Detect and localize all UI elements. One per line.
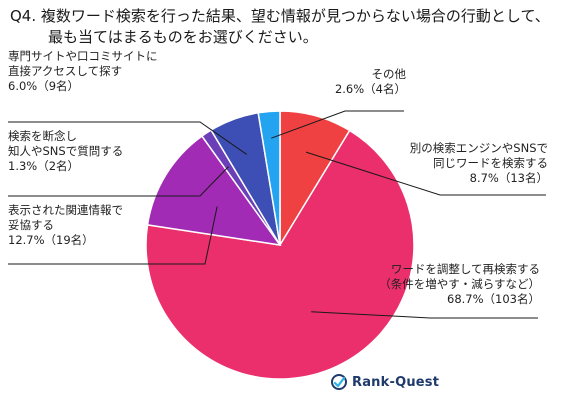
chart-title: Q4. 複数ワード検索を行った結果、望む情報が見つからない場合の行動として、 最… [10, 6, 558, 48]
leader-line-1 [311, 311, 538, 319]
slice-value-label-5: 2.6%（4名） [335, 82, 406, 96]
slice-value-label-4: 6.0%（9名） [8, 79, 79, 93]
slice-value-label-2: 12.7%（19名） [8, 233, 94, 247]
slice-label-0: 別の検索エンジンやSNSで [410, 141, 548, 155]
chart-title-line1: Q4. 複数ワード検索を行った結果、望む情報が見つからない場合の行動として、 [10, 7, 550, 25]
leader-line-2 [8, 206, 218, 265]
slice-label-2: 表示された関連情報で [8, 203, 123, 217]
slice-label-4: 専門サイトや口コミサイトに [8, 49, 158, 63]
slice-label-4: 直接アクセスして探す [8, 64, 122, 78]
slice-label-3: 検索を断念し [8, 129, 77, 143]
slice-value-label-0: 8.7%（13名） [470, 171, 548, 185]
slice-label-1: ワードを調整して再検索する [391, 262, 540, 276]
leader-line-3 [8, 166, 229, 197]
slice-value-label-3: 1.3%（2名） [8, 159, 79, 173]
slice-value-label-1: 68.7%（103名） [447, 292, 540, 306]
pie-slice-5 [257, 110, 281, 246]
chart-title-line2: 最も当てはまるものをお選びください。 [48, 28, 318, 46]
pie-slice-1 [145, 129, 415, 380]
slice-label-1: （条件を増やす・減らすなど） [379, 277, 540, 291]
logo-text: Rank-Quest [352, 374, 440, 390]
pie-slice-2 [146, 135, 282, 247]
leader-line-4 [8, 121, 248, 155]
slice-label-5: その他 [372, 67, 407, 81]
leader-line-0 [305, 151, 546, 196]
slice-label-0: 同じワードを検索する [433, 156, 548, 170]
rank-quest-logo: Rank-Quest [330, 372, 439, 392]
leader-line-5 [271, 110, 404, 139]
rank-quest-logo-icon [331, 374, 347, 390]
slice-label-2: 妥協する [8, 218, 54, 232]
slice-label-3: 知人やSNSで質問する [8, 144, 123, 158]
